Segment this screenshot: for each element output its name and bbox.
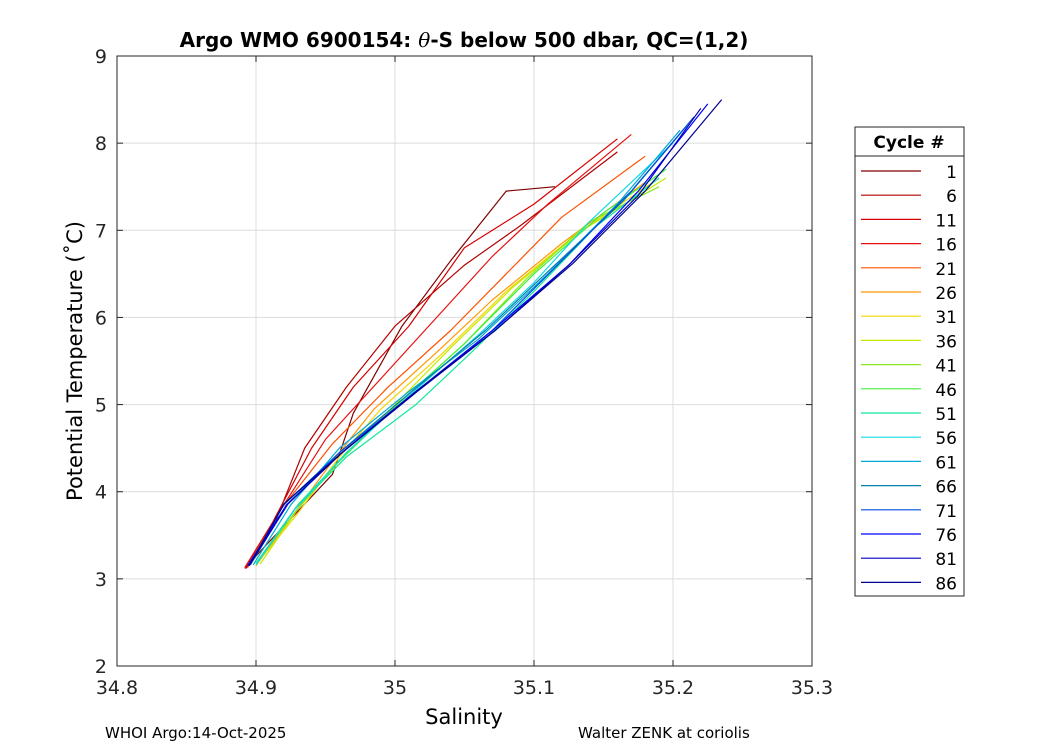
legend-label-31: 31	[935, 308, 957, 328]
series-line-cycle-11	[244, 138, 618, 568]
legend: Cycle # 16111621263136414651566166717681…	[854, 126, 965, 597]
series-line-cycle-41	[255, 186, 660, 564]
y-tick-label: 6	[95, 307, 107, 329]
y-tick-label: 2	[95, 656, 107, 678]
footer-source-date: WHOI Argo:14-Oct-2025	[105, 724, 287, 742]
series-line-cycle-21	[247, 155, 646, 568]
series-line-cycle-26	[255, 181, 646, 567]
x-axis-label: Salinity	[425, 705, 503, 729]
series-line-cycle-6	[245, 151, 618, 569]
series-line-cycle-61	[252, 129, 681, 566]
legend-label-56: 56	[935, 429, 957, 449]
x-tick-label: 35.3	[791, 677, 833, 699]
axis-ticks: 34.8 34.9 35 35.1 35.2 35.3 2 3 4 5 6 7 8 9	[95, 46, 833, 699]
legend-label-46: 46	[935, 381, 957, 401]
grid-lines	[117, 56, 812, 666]
series-line-cycle-31	[255, 177, 660, 566]
legend-label-66: 66	[935, 478, 957, 498]
legend-box	[854, 126, 965, 597]
series-line-cycle-86	[248, 99, 723, 567]
chart-title: Argo WMO 6900154: θ-S below 500 dbar, QC…	[180, 28, 749, 52]
x-tick-label: 34.8	[96, 677, 138, 699]
x-tick-label: 35.2	[652, 677, 694, 699]
legend-label-11: 11	[935, 211, 957, 231]
y-tick-label: 3	[95, 569, 107, 591]
y-axis-label: Potential Temperature (˚C)	[63, 221, 87, 501]
legend-label-16: 16	[935, 236, 957, 256]
x-tick-label: 35	[383, 677, 407, 699]
y-tick-label: 4	[95, 482, 107, 504]
legend-label-86: 86	[935, 574, 957, 594]
x-tick-label: 34.9	[235, 677, 277, 699]
legend-label-76: 76	[935, 526, 957, 546]
legend-title: Cycle #	[873, 133, 944, 153]
y-tick-label: 8	[95, 133, 107, 155]
y-tick-label: 9	[95, 46, 107, 68]
footer-attribution: Walter ZENK at coriolis	[578, 724, 750, 742]
series-lines	[244, 99, 723, 569]
legend-label-61: 61	[935, 453, 957, 473]
legend-label-81: 81	[935, 550, 957, 570]
legend-label-36: 36	[935, 332, 957, 352]
x-tick-label: 35.1	[513, 677, 555, 699]
series-line-cycle-1	[244, 186, 555, 569]
legend-label-6: 6	[946, 187, 957, 207]
series-line-cycle-81	[248, 107, 702, 567]
legend-label-21: 21	[935, 260, 957, 280]
legend-label-71: 71	[935, 502, 957, 522]
plot-area	[116, 55, 813, 667]
legend-label-51: 51	[935, 405, 957, 425]
y-tick-label: 5	[95, 395, 107, 417]
legend-label-1: 1	[946, 163, 957, 183]
series-line-cycle-36	[259, 177, 667, 565]
y-tick-label: 7	[95, 220, 107, 242]
legend-label-41: 41	[935, 357, 957, 377]
legend-label-26: 26	[935, 284, 957, 304]
